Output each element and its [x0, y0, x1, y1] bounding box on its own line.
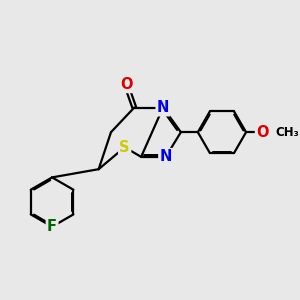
- Text: N: N: [160, 149, 172, 164]
- Text: O: O: [256, 125, 269, 140]
- Text: N: N: [157, 100, 169, 115]
- Text: F: F: [47, 219, 57, 234]
- Text: CH₃: CH₃: [276, 126, 299, 139]
- Text: O: O: [120, 77, 132, 92]
- Text: S: S: [119, 140, 130, 155]
